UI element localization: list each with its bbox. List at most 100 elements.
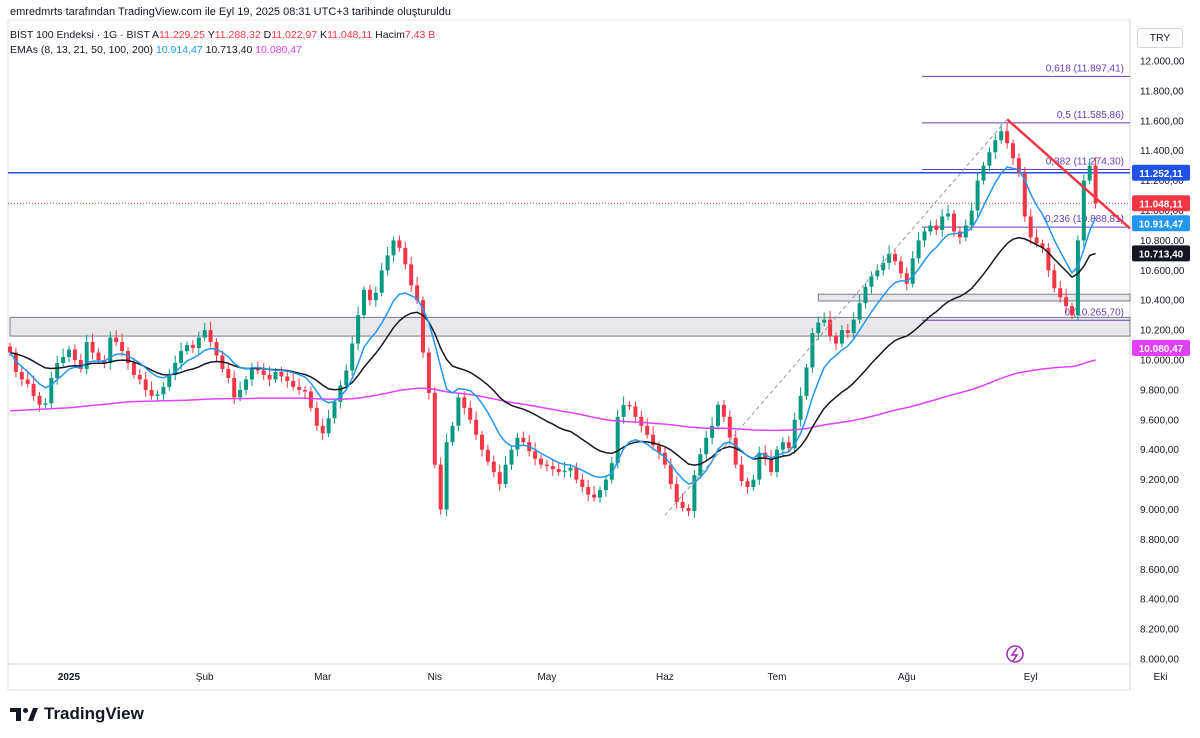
candle-body[interactable] [31, 383, 36, 396]
candle-body[interactable] [562, 470, 567, 473]
candle-body[interactable] [645, 425, 650, 435]
candle-body[interactable] [432, 392, 437, 465]
candle-body[interactable] [999, 131, 1004, 141]
candle-body[interactable] [173, 362, 178, 375]
candle-body[interactable] [155, 394, 160, 396]
candle-body[interactable] [485, 449, 490, 462]
candle-body[interactable] [338, 385, 343, 402]
candle-body[interactable] [775, 449, 779, 473]
candle-body[interactable] [497, 472, 502, 485]
candle-body[interactable] [468, 407, 473, 420]
candle-body[interactable] [202, 330, 207, 338]
candle-body[interactable] [285, 376, 290, 381]
candle-body[interactable] [291, 380, 296, 387]
candle-body[interactable] [13, 352, 18, 372]
candle-body[interactable] [751, 479, 756, 488]
candle-body[interactable] [1022, 173, 1027, 217]
candle-body[interactable] [922, 231, 927, 241]
candle-body[interactable] [910, 258, 915, 284]
candle-body[interactable] [857, 303, 862, 320]
candle-body[interactable] [403, 247, 408, 265]
candle-body[interactable] [834, 336, 838, 344]
candle-body[interactable] [763, 452, 768, 459]
candle-body[interactable] [893, 253, 897, 262]
candle-body[interactable] [810, 333, 815, 368]
brand-footer[interactable]: TradingView [10, 704, 144, 724]
candle-body[interactable] [887, 253, 892, 263]
candle-body[interactable] [1034, 237, 1039, 244]
candle-body[interactable] [633, 406, 638, 417]
candle-body[interactable] [1028, 216, 1033, 238]
candle-body[interactable] [1087, 165, 1092, 181]
candle-body[interactable] [993, 140, 998, 153]
candle-body[interactable] [881, 262, 886, 271]
candle-body[interactable] [727, 416, 732, 438]
candle-body[interactable] [757, 452, 762, 480]
candle-body[interactable] [25, 379, 30, 384]
candle-body[interactable] [450, 425, 455, 443]
candle-body[interactable] [668, 464, 673, 485]
ema-mid-line[interactable] [9, 236, 1096, 466]
candle-body[interactable] [126, 351, 130, 363]
candle-body[interactable] [303, 389, 307, 392]
candle-body[interactable] [568, 467, 573, 471]
candle-body[interactable] [792, 419, 797, 449]
candle-body[interactable] [1081, 180, 1086, 241]
candle-body[interactable] [515, 437, 520, 450]
candle-body[interactable] [957, 231, 962, 238]
candle-body[interactable] [928, 225, 933, 232]
candle-body[interactable] [474, 419, 479, 435]
candle-body[interactable] [480, 434, 484, 450]
candle-body[interactable] [1040, 243, 1045, 248]
candle-body[interactable] [869, 276, 874, 287]
candle-body[interactable] [851, 319, 856, 334]
candle-body[interactable] [716, 404, 720, 426]
candle-body[interactable] [267, 374, 272, 380]
candle-body[interactable] [120, 342, 125, 352]
candle-body[interactable] [1046, 247, 1051, 271]
candle-body[interactable] [503, 464, 508, 485]
candle-body[interactable] [952, 213, 956, 232]
candle-body[interactable] [946, 213, 951, 217]
candle-body[interactable] [615, 416, 620, 464]
candle-body[interactable] [131, 362, 136, 375]
candle-body[interactable] [539, 458, 543, 465]
candle-body[interactable] [332, 401, 337, 419]
candle-body[interactable] [314, 407, 319, 426]
candle-body[interactable] [114, 337, 119, 343]
candle-body[interactable] [556, 469, 561, 473]
candle-body[interactable] [733, 437, 738, 465]
candle-body[interactable] [190, 345, 195, 349]
candle-body[interactable] [898, 261, 903, 274]
candle-body[interactable] [391, 240, 396, 256]
replay-lightning-icon[interactable] [1006, 645, 1024, 663]
ema-label[interactable]: EMAs (8, 13, 21, 50, 100, 200) [10, 44, 154, 56]
candle-body[interactable] [592, 494, 597, 498]
candle-body[interactable] [1070, 306, 1074, 316]
symbol-name[interactable]: BIST 100 Endeksi · 1G · BIST [10, 29, 150, 41]
candle-body[interactable] [721, 404, 726, 417]
candle-body[interactable] [373, 292, 378, 301]
candle-body[interactable] [108, 337, 113, 363]
candle-body[interactable] [828, 319, 833, 337]
candle-body[interactable] [1016, 158, 1021, 174]
candle-body[interactable] [208, 330, 213, 343]
candle-body[interactable] [739, 464, 744, 482]
candle-body[interactable] [356, 315, 361, 344]
candle-body[interactable] [839, 330, 844, 344]
candle-body[interactable] [409, 264, 414, 286]
candle-body[interactable] [320, 425, 325, 434]
candle-body[interactable] [137, 374, 142, 380]
candle-body[interactable] [627, 404, 632, 407]
candle-body[interactable] [456, 397, 461, 426]
candle-body[interactable] [367, 289, 372, 301]
candle-body[interactable] [362, 289, 366, 316]
candle-body[interactable] [344, 370, 349, 386]
candle-body[interactable] [179, 351, 184, 363]
candle-body[interactable] [692, 475, 697, 511]
candle-body[interactable] [90, 342, 95, 353]
candle-body[interactable] [521, 437, 526, 443]
candle-body[interactable] [1005, 131, 1010, 144]
candle-body[interactable] [786, 442, 791, 449]
candle-body[interactable] [72, 349, 77, 360]
